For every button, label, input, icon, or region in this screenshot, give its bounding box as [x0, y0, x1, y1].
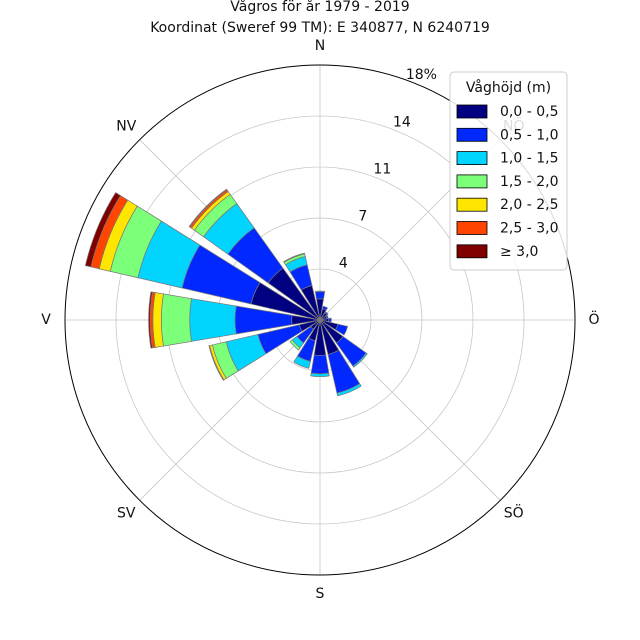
- legend-title: Våghöjd (m): [466, 79, 551, 96]
- bar-S-s1: [310, 354, 330, 375]
- bar-V-s6: [148, 291, 153, 349]
- chart-title: Vågros för år 1979 - 2019: [230, 0, 410, 15]
- bar-SSÖ-s2: [336, 383, 362, 397]
- chart-subtitle: Koordinat (Sweref 99 TM): E 340877, N 62…: [150, 20, 490, 36]
- legend-label: 2,0 - 2,5: [500, 197, 558, 213]
- legend-label: ≥ 3,0: [500, 244, 538, 260]
- compass-label-NV: NV: [116, 118, 136, 134]
- bar-VSV-s5: [208, 345, 225, 381]
- bar-SSV-s2: [293, 355, 311, 369]
- bar-V-s3: [161, 293, 192, 347]
- bar-VNV-s6: [84, 192, 121, 268]
- bar-SV-s3: [289, 339, 301, 351]
- radial-tick-label: 4: [339, 256, 348, 272]
- rose-bars: [84, 188, 368, 397]
- bar-N-s1: [314, 291, 326, 300]
- compass-label-N: N: [315, 38, 325, 54]
- bar-ÖSÖ-s1: [335, 323, 349, 336]
- legend-label: 1,0 - 1,5: [500, 151, 558, 167]
- legend-swatch: [456, 244, 488, 259]
- compass-label-Ö: Ö: [588, 310, 599, 328]
- legend-swatch: [456, 197, 488, 212]
- legend-swatch: [456, 174, 488, 189]
- bar-N-s2: [314, 290, 326, 293]
- radial-tick-label: 11: [373, 161, 391, 177]
- compass-label-S: S: [316, 586, 325, 602]
- legend-label: 2,5 - 3,0: [500, 221, 558, 237]
- compass-label-SÖ: SÖ: [504, 504, 524, 522]
- radial-tick-label: 14: [393, 114, 411, 130]
- legend-box: [449, 71, 568, 271]
- bar-NNV-s4: [283, 252, 306, 263]
- legend-label: 1,5 - 2,0: [500, 174, 558, 190]
- bar-V-s2: [189, 298, 237, 342]
- legend-swatch: [456, 151, 488, 166]
- radial-tick-label: 18%: [406, 67, 437, 83]
- radial-tick-label: 7: [358, 209, 367, 225]
- legend-swatch: [456, 104, 488, 119]
- bar-NNÖ-s1: [322, 305, 328, 311]
- legend: Våghöjd (m) 0,0 - 0,5 0,5 - 1,0 1,0 - 1,5 1,…: [449, 71, 568, 271]
- legend-label: 0,5 - 1,0: [500, 127, 558, 143]
- compass-label-SV: SV: [117, 506, 136, 522]
- legend-label: 0,0 - 0,5: [500, 104, 558, 120]
- grid-spoke: [139, 319, 321, 501]
- legend-swatch: [456, 221, 488, 235]
- bar-S-s2: [310, 372, 330, 378]
- bar-SÖ-s2: [352, 352, 368, 368]
- compass-label-V: V: [41, 312, 51, 328]
- polar-grid: [64, 64, 576, 576]
- legend-swatch: [456, 127, 488, 142]
- bar-ÖNÖ-s1: [325, 315, 329, 319]
- bar-NÖ-s1: [324, 311, 329, 316]
- bar-Ö-s1: [327, 317, 332, 323]
- bar-NV-s6: [188, 188, 228, 228]
- outer-circle: [64, 64, 576, 576]
